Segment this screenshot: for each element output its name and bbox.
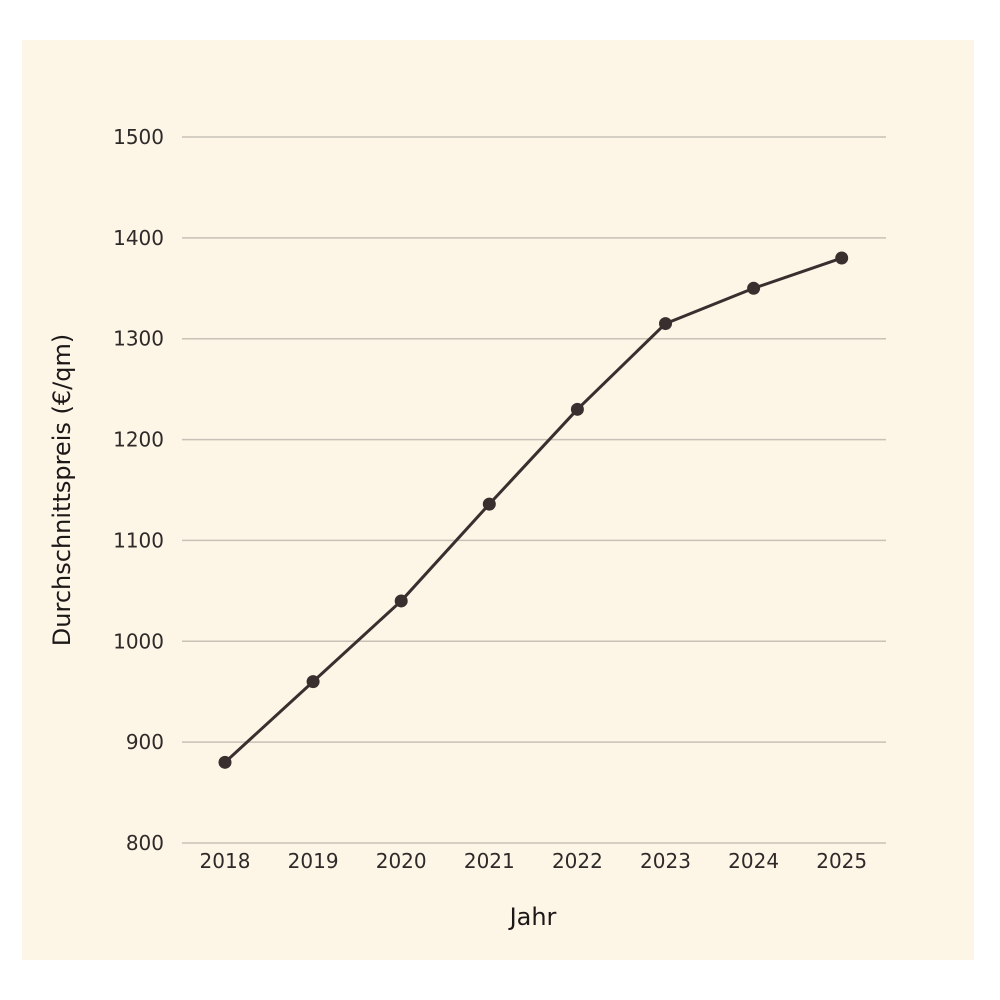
x-tick-label-2023: 2023 [640,849,691,873]
data-point-2023 [659,317,672,331]
y-tick-label-1100: 1100 [113,528,164,552]
gridlines [182,136,886,844]
y-axis-title: Durchschnittspreis (€/qm) [48,334,76,646]
series-layer [218,251,849,769]
x-tick-label-2025: 2025 [816,849,867,873]
x-tick-label-2018: 2018 [200,849,251,873]
data-point-2020 [394,594,408,608]
y-tick-label-1400: 1400 [113,226,164,250]
data-point-2019 [306,675,320,689]
data-point-2018 [218,755,232,769]
y-tick-label-800: 800 [126,831,164,855]
y-tick-label-1500: 1500 [113,125,164,149]
data-point-2024 [747,281,761,295]
x-axis-title: Jahr [508,903,557,931]
x-tick-label-2024: 2024 [728,849,779,873]
data-point-2021 [482,497,496,511]
series-line-0 [223,256,843,764]
y-tick-label-1000: 1000 [113,629,164,653]
x-tick-label-2021: 2021 [464,849,515,873]
x-axis-ticks: 2018 2019 2020 2021 2022 2023 2024 2025 [200,849,868,873]
x-tick-label-2020: 2020 [376,849,427,873]
y-tick-label-900: 900 [126,730,164,754]
y-axis-ticks: 800 900 1000 1100 1200 1300 1400 1500 [113,125,164,855]
chart-panel [22,40,974,960]
x-tick-label-2019: 2019 [288,849,339,873]
x-tick-label-2022: 2022 [552,849,603,873]
data-point-2025 [835,251,849,265]
data-point-2022 [570,402,584,416]
y-tick-label-1200: 1200 [113,428,164,452]
y-tick-label-1300: 1300 [113,327,164,351]
